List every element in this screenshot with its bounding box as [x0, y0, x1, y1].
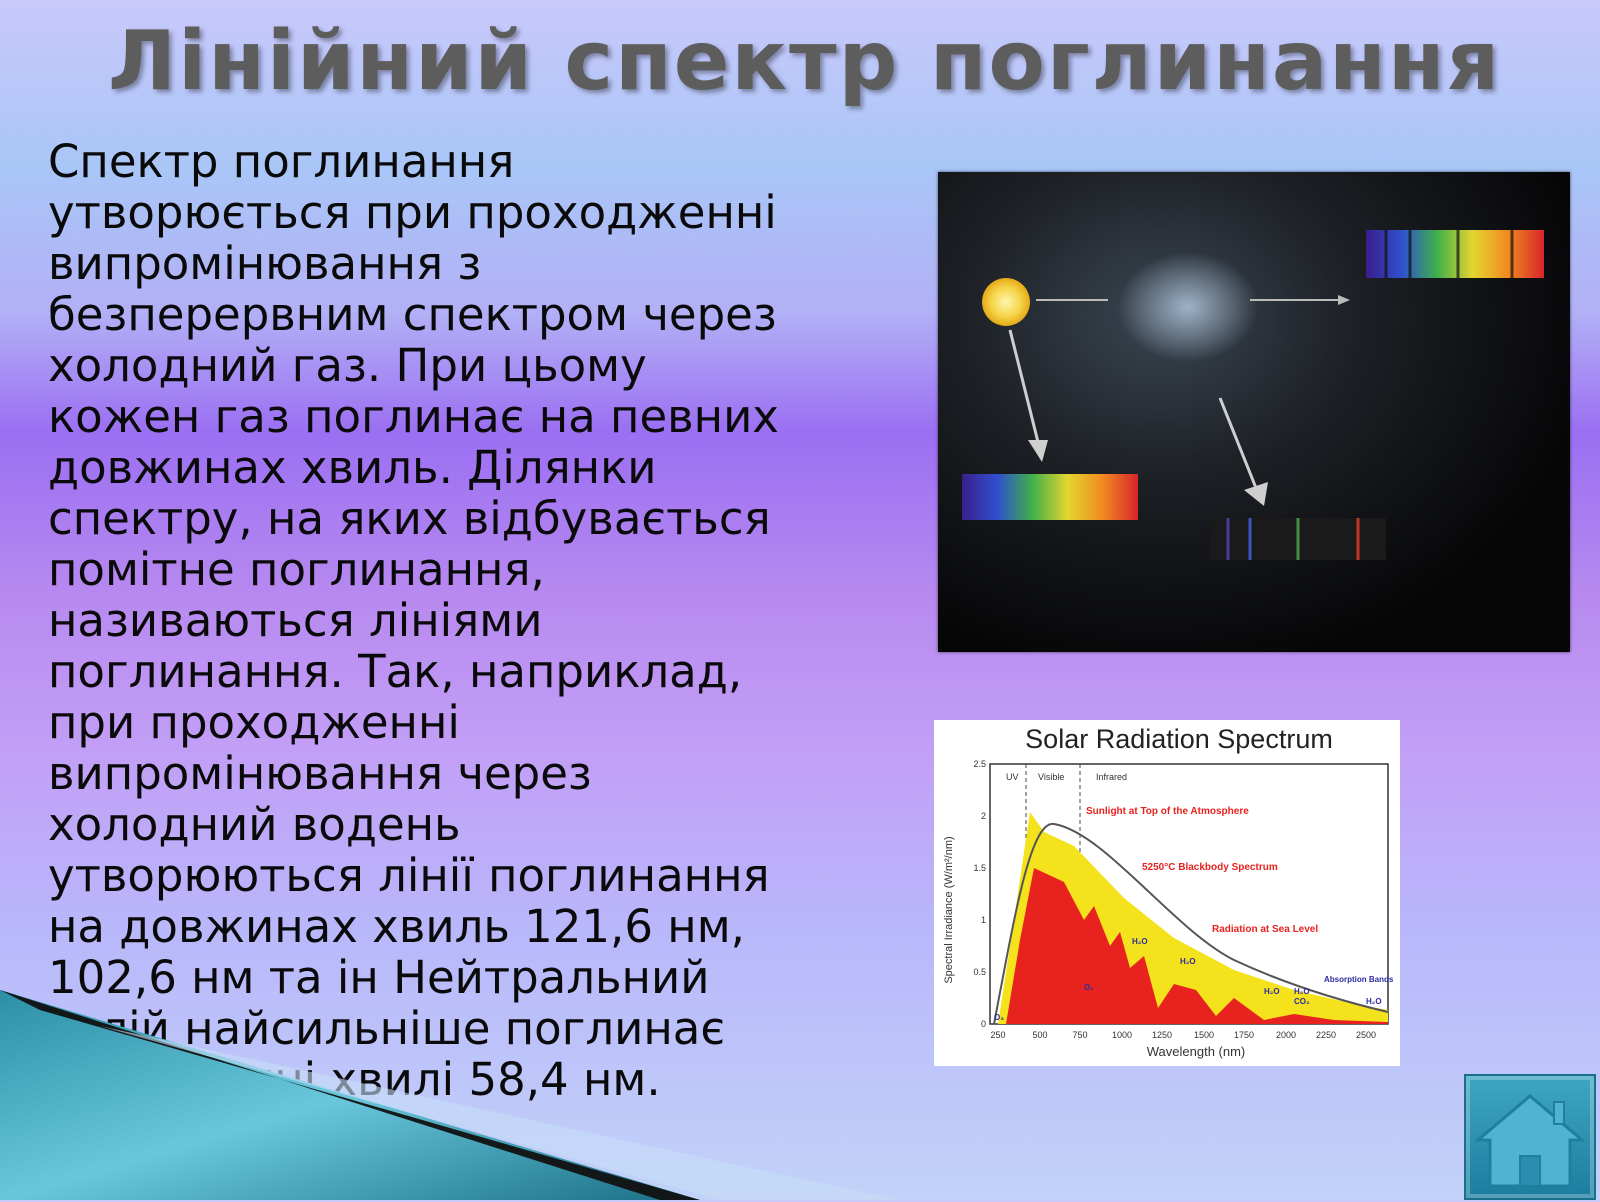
- annotation-sea-level: Radiation at Sea Level: [1212, 924, 1318, 935]
- chart-image-title: Solar Radiation Spectrum: [1025, 724, 1333, 754]
- chart-image-xlabel: Wavelength (nm): [1147, 1044, 1246, 1059]
- annotation-blackbody: 5250°C Blackbody Spectrum: [1142, 862, 1278, 873]
- y-tick-label: 0.5: [973, 967, 986, 977]
- annotation-top-atmosphere: Sunlight at Top of the Atmosphere: [1086, 806, 1249, 817]
- molecule-label: H₂O: [1294, 987, 1310, 996]
- x-tick-label: 1750: [1234, 1030, 1254, 1040]
- x-tick-label: 2000: [1276, 1030, 1296, 1040]
- molecule-label: H₂O: [1366, 997, 1382, 1006]
- x-tick-label: 1000: [1112, 1030, 1132, 1040]
- gas-cloud-icon: [1118, 252, 1258, 362]
- region-infrared-label: Infrared: [1096, 772, 1127, 782]
- x-tick-label: 2250: [1316, 1030, 1336, 1040]
- home-button[interactable]: [1464, 1074, 1596, 1200]
- blackbody-curve: [993, 822, 1389, 1025]
- molecule-label: O₃: [994, 1013, 1004, 1022]
- y-tick-label: 2.5: [973, 759, 986, 769]
- diagram-graphic: [962, 230, 1544, 560]
- x-tick-label: 250: [990, 1030, 1005, 1040]
- absorption-spectrum-strip: [1366, 230, 1544, 278]
- x-tick-label: 1250: [1152, 1030, 1172, 1040]
- region-visible-label: Visible: [1038, 772, 1064, 782]
- molecule-label: CO₂: [1294, 997, 1310, 1006]
- absorption-spectrum-diagram: [938, 172, 1570, 652]
- bottom-left-decoration: [0, 990, 900, 1200]
- region-uv-label: UV: [1006, 772, 1019, 782]
- slide-body-text: Спектр поглинання утворюється при проход…: [48, 135, 779, 1106]
- y-tick-label: 2: [981, 811, 986, 821]
- x-tick-label: 1500: [1194, 1030, 1214, 1040]
- light-source-icon: [982, 278, 1030, 326]
- annotation-absorption-bands: Absorption Bands: [1324, 975, 1394, 984]
- x-tick-label: 500: [1032, 1030, 1047, 1040]
- y-tick-label: 0: [981, 1019, 986, 1029]
- y-tick-label: 1: [981, 915, 986, 925]
- continuous-spectrum-strip: [962, 474, 1138, 520]
- chart-image-ylabel: Spectral Irradiance (W/m²/nm): [943, 836, 955, 983]
- y-tick-label: 1.5: [973, 863, 986, 873]
- slide-title: Лінійний спектр поглинання: [108, 14, 1502, 109]
- molecule-label: H₂O: [1132, 937, 1148, 946]
- molecule-label: H₂O: [1264, 987, 1280, 996]
- solar-spectrum-graphic: Solar Radiation Spectrum Spectral Irradi…: [943, 724, 1394, 1059]
- x-tick-label: 2500: [1356, 1030, 1376, 1040]
- molecule-label: O₂: [1084, 983, 1094, 992]
- molecule-label: H₂O: [1180, 957, 1196, 966]
- home-icon: [1473, 1094, 1587, 1188]
- solar-spectrum-chart-image: Solar Radiation Spectrum Spectral Irradi…: [934, 720, 1400, 1066]
- sea-level-area: [1006, 868, 1388, 1024]
- x-tick-label: 750: [1072, 1030, 1087, 1040]
